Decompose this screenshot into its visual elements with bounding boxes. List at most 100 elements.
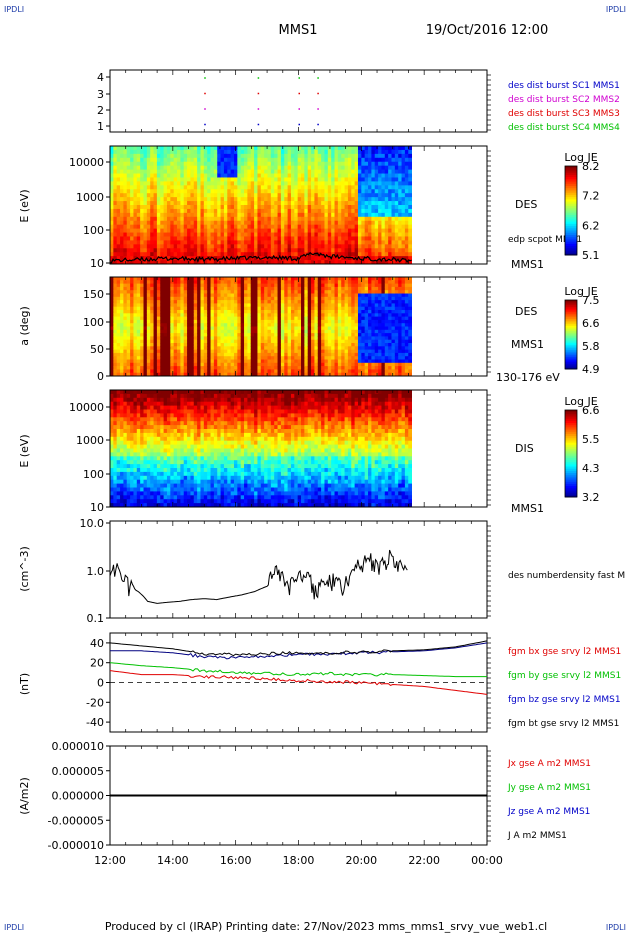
des-pitch-spectrogram-cell	[260, 336, 265, 341]
des-pitch-spectrogram-cell	[230, 313, 235, 317]
des-energy-spectrogram-cell	[153, 157, 158, 163]
des-energy-panel-ytick-label: 10000	[69, 156, 104, 169]
des-energy-spectrogram-cell	[294, 205, 299, 210]
des-pitch-spectrogram-cell	[183, 366, 188, 370]
des-energy-spectrogram-cell	[344, 205, 349, 210]
des-energy-spectrogram-cell	[368, 240, 372, 245]
des-energy-spectrogram-cell	[371, 212, 376, 218]
des-pitch-spectrogram-cell	[166, 329, 171, 334]
des-pitch-spectrogram-cell	[260, 369, 265, 374]
des-energy-spectrogram-cell	[173, 240, 178, 245]
des-energy-spectrogram-cell	[207, 208, 211, 214]
des-energy-spectrogram-cell	[190, 193, 195, 198]
des-energy-spectrogram-cell	[120, 205, 124, 210]
des-energy-spectrogram-cell	[213, 161, 218, 167]
des-energy-spectrogram-cell	[130, 161, 134, 167]
des-pitch-spectrogram-cell	[136, 306, 141, 311]
des-energy-spectrogram-cell	[307, 220, 312, 226]
des-energy-spectrogram-cell	[351, 185, 356, 190]
des-energy-spectrogram-cell	[193, 220, 198, 226]
des-pitch-spectrogram-cell	[287, 352, 292, 357]
des-energy-spectrogram-cell	[384, 248, 389, 253]
des-energy-spectrogram-cell	[143, 189, 148, 194]
des-energy-spectrogram-cell	[404, 153, 409, 159]
des-pitch-spectrogram-cell	[247, 319, 252, 324]
des-energy-spectrogram-cell	[153, 189, 158, 194]
des-pitch-spectrogram-cell	[113, 290, 118, 294]
des-pitch-spectrogram-cell	[156, 293, 161, 298]
des-energy-spectrogram-cell	[378, 236, 382, 241]
des-pitch-spectrogram-cell	[133, 316, 138, 321]
des-pitch-spectrogram-cell	[321, 277, 325, 281]
des-energy-cbar-cell	[565, 199, 577, 203]
des-energy-spectrogram-cell	[368, 149, 372, 155]
des-pitch-spectrogram-cell	[156, 339, 161, 344]
des-energy-spectrogram-cell	[223, 216, 228, 222]
des-energy-spectrogram-cell	[321, 244, 325, 249]
des-energy-spectrogram-cell	[331, 212, 335, 218]
des-pitch-spectrogram-cell	[193, 352, 198, 357]
des-energy-spectrogram-cell	[244, 212, 248, 218]
des-pitch-spectrogram-cell	[327, 326, 332, 331]
des-energy-spectrogram-cell	[354, 205, 359, 210]
des-pitch-spectrogram-cell	[136, 339, 141, 344]
des-pitch-spectrogram-cell	[123, 352, 128, 357]
des-pitch-spectrogram-cell	[193, 293, 198, 298]
des-pitch-spectrogram-cell	[177, 326, 181, 331]
des-energy-spectrogram-cell	[116, 240, 121, 245]
des-energy-spectrogram-cell	[284, 153, 289, 159]
des-pitch-spectrogram-cell	[294, 369, 299, 374]
des-energy-spectrogram-cell	[337, 240, 342, 245]
des-energy-spectrogram-cell	[267, 177, 272, 182]
des-energy-spectrogram-cell	[187, 165, 191, 170]
des-pitch-spectrogram-cell	[314, 306, 319, 311]
des-energy-spectrogram-cell	[388, 256, 392, 261]
des-energy-spectrogram-cell	[381, 181, 386, 186]
des-pitch-spectrogram-cell	[126, 329, 131, 334]
des-energy-spectrogram-cell	[277, 256, 282, 261]
des-energy-spectrogram-cell	[304, 157, 309, 163]
des-energy-spectrogram-cell	[408, 216, 412, 222]
des-energy-spectrogram-cell	[327, 256, 332, 261]
des-pitch-spectrogram-cell	[170, 300, 175, 304]
des-energy-spectrogram-cell	[381, 216, 386, 222]
des-energy-spectrogram-cell	[190, 169, 195, 174]
des-energy-spectrogram-cell	[314, 197, 319, 202]
des-pitch-spectrogram-cell	[247, 352, 252, 357]
des-energy-spectrogram-cell	[384, 205, 389, 210]
des-energy-spectrogram-cell	[264, 220, 268, 226]
des-energy-spectrogram-cell	[274, 212, 278, 218]
des-energy-spectrogram-cell	[150, 169, 154, 174]
des-pitch-spectrogram-cell	[123, 316, 128, 321]
des-energy-spectrogram-cell	[166, 205, 171, 210]
des-energy-spectrogram-cell	[177, 197, 181, 202]
des-pitch-spectrogram-cell	[304, 283, 309, 288]
des-energy-spectrogram-cell	[394, 248, 399, 253]
des-energy-spectrogram-cell	[183, 232, 188, 237]
des-energy-spectrogram-cell	[166, 208, 171, 214]
des-energy-spectrogram-cell	[207, 260, 211, 265]
des-energy-spectrogram-cell	[143, 220, 148, 226]
des-energy-spectrogram-cell	[357, 252, 362, 257]
des-energy-spectrogram-cell	[371, 240, 376, 245]
des-pitch-spectrogram-cell	[314, 362, 319, 367]
des-energy-spectrogram-cell	[166, 201, 171, 206]
des-energy-spectrogram-cell	[290, 244, 295, 249]
des-pitch-spectrogram-cell	[123, 333, 128, 337]
des-energy-spectrogram-cell	[368, 173, 372, 178]
des-energy-spectrogram-cell	[327, 185, 332, 190]
des-energy-spectrogram-cell	[267, 161, 272, 167]
des-energy-spectrogram-cell	[401, 173, 406, 178]
des-energy-spectrogram-cell	[314, 212, 319, 218]
des-pitch-spectrogram-cell	[244, 333, 248, 337]
des-pitch-spectrogram-cell	[130, 310, 134, 314]
des-energy-spectrogram-cell	[233, 189, 238, 194]
des-energy-spectrogram-cell	[391, 236, 396, 241]
des-energy-spectrogram-cell	[374, 181, 379, 186]
des-energy-spectrogram-cell	[264, 244, 268, 249]
des-energy-spectrogram-cell	[260, 240, 265, 245]
des-energy-spectrogram-cell	[354, 177, 359, 182]
des-pitch-spectrogram-cell	[260, 352, 265, 357]
des-pitch-spectrogram-cell	[120, 372, 124, 377]
des-energy-spectrogram-cell	[270, 193, 275, 198]
